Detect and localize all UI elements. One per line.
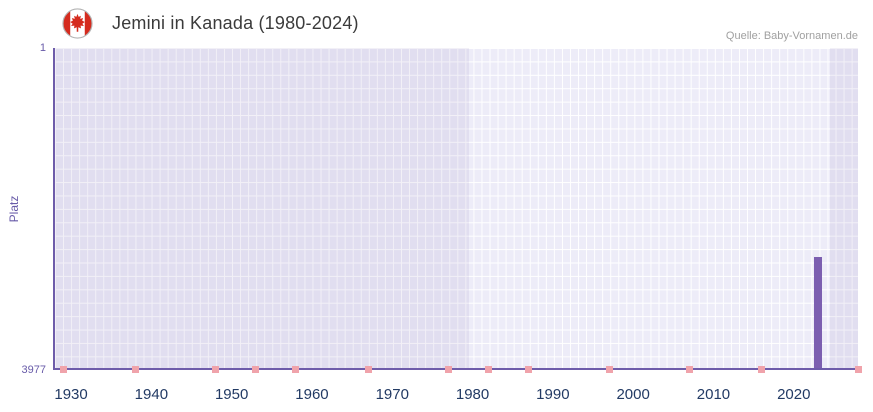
axis-mark	[525, 366, 533, 373]
x-tick-label: 2000	[616, 386, 650, 403]
y-axis-label: Platz	[7, 195, 21, 223]
x-tick-label: 2020	[777, 386, 811, 403]
axis-mark	[364, 366, 372, 373]
axis-mark	[854, 366, 862, 373]
rank-bar	[813, 257, 822, 368]
x-tick-label: 1970	[375, 386, 409, 403]
axis-mark	[605, 366, 613, 373]
x-tick-label: 1940	[134, 386, 169, 403]
axis-mark	[444, 366, 452, 373]
pre-range-shade	[55, 48, 469, 368]
axis-mark	[685, 366, 693, 373]
axis-mark	[252, 366, 260, 373]
x-tick-label: 1960	[295, 386, 329, 403]
post-range-shade	[829, 48, 858, 368]
axis-mark	[131, 366, 139, 373]
canada-flag-icon	[62, 8, 93, 39]
axis-mark	[59, 366, 67, 373]
axis-mark	[292, 366, 300, 373]
x-tick-label: 1930	[54, 386, 88, 403]
axis-mark	[212, 366, 220, 373]
axis-mark	[758, 366, 766, 373]
y-tick-max: 1	[39, 42, 46, 54]
y-tick-min: 3977	[21, 364, 46, 376]
x-tick-label: 1950	[214, 386, 249, 403]
plot-area	[53, 48, 862, 373]
x-tick-label: 2010	[696, 386, 731, 403]
x-tick-label: 1990	[536, 386, 570, 403]
x-tick-label: 1980	[455, 386, 490, 403]
axis-mark	[485, 366, 493, 373]
source-attribution: Quelle: Baby-Vornamen.de	[725, 30, 858, 42]
chart-title: Jemini in Kanada (1980-2024)	[112, 13, 359, 33]
